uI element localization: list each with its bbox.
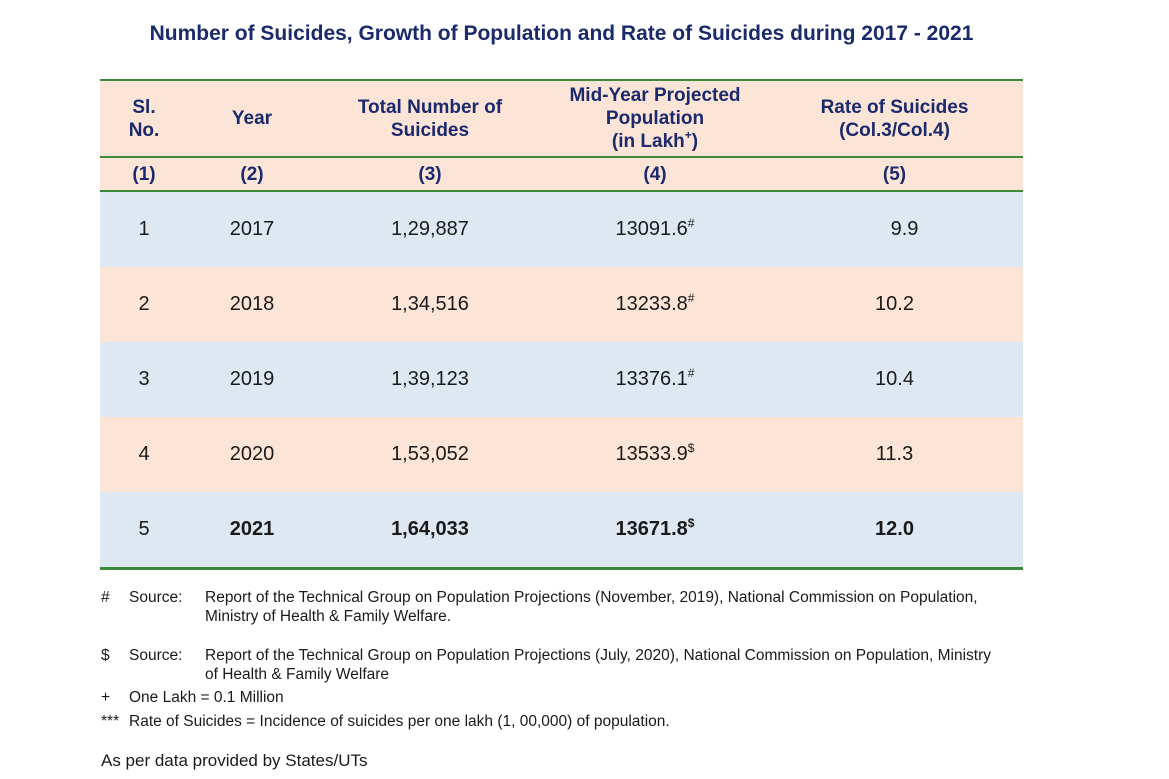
table-title: Number of Suicides, Growth of Population… [149, 22, 974, 45]
footnote-text: One Lakh = 0.1 Million [129, 689, 284, 706]
cell-sl-no: 4 [100, 417, 188, 492]
footnote: # Source: Report of the Technical Group … [101, 588, 1001, 626]
cell-suicides: 1,39,123 [316, 342, 544, 417]
cell-population: 13671.8$ [544, 492, 766, 570]
footnote-text: Rate of Suicides = Incidence of suicides… [129, 713, 670, 730]
cell-rate: 9.9 [766, 191, 1023, 267]
footnote-label: Source: [129, 647, 183, 664]
header-rate-line2: (Col.3/Col.4) [839, 119, 950, 141]
column-number: (4) [544, 157, 766, 192]
header-rate: Rate of Suicides (Col.3/Col.4) [766, 79, 1023, 158]
cell-sl-no: 1 [100, 191, 188, 267]
cell-sl-no: 3 [100, 342, 188, 417]
table-row: 2 2018 1,34,516 13233.8# 10.2 [100, 267, 1023, 342]
footnotes: # Source: Report of the Technical Group … [101, 588, 1001, 731]
header-year: Year [188, 79, 316, 158]
footnote-symbol: + [101, 689, 111, 706]
cell-sl-no: 5 [100, 492, 188, 570]
cell-year: 2017 [188, 191, 316, 267]
footnote-text: Report of the Technical Group on Populat… [205, 589, 978, 625]
header-sl-no: Sl. No. [100, 79, 188, 158]
cell-year: 2019 [188, 342, 316, 417]
footnote-symbol: # [101, 589, 110, 606]
cell-suicides: 1,29,887 [316, 191, 544, 267]
cell-year: 2021 [188, 492, 316, 570]
cell-rate: 10.4 [766, 342, 1023, 417]
header-population-line1: Mid-Year Projected [569, 85, 741, 106]
footnote: $ Source: Report of the Technical Group … [101, 646, 1001, 684]
footnote: + One Lakh = 0.1 Million [101, 688, 1001, 707]
footnote-symbol: $ [101, 647, 110, 664]
cell-population: 13091.6# [544, 191, 766, 267]
column-number: (3) [316, 157, 544, 192]
suicides-table: Sl. No. Year Total Number of Suicides Mi… [100, 79, 1023, 570]
table-row: 5 2021 1,64,033 13671.8$ 12.0 [100, 492, 1023, 570]
cell-suicides: 1,53,052 [316, 417, 544, 492]
column-number: (2) [188, 157, 316, 192]
column-number: (5) [766, 157, 1023, 192]
footnote-label: Source: [129, 589, 183, 606]
cell-suicides: 1,64,033 [316, 492, 544, 570]
table-row: 1 2017 1,29,887 13091.6# 9.9 [100, 191, 1023, 267]
header-row: Sl. No. Year Total Number of Suicides Mi… [100, 79, 1023, 158]
table-row: 3 2019 1,39,123 13376.1# 10.4 [100, 342, 1023, 417]
header-total-suicides: Total Number of Suicides [316, 79, 544, 158]
footnote-text: Report of the Technical Group on Populat… [205, 647, 992, 683]
header-population-line3: (in Lakh+) [611, 128, 699, 152]
column-number-row: (1) (2) (3) (4) (5) [100, 157, 1023, 192]
header-rate-line1: Rate of Suicides [820, 96, 969, 118]
cell-rate: 12.0 [766, 492, 1023, 570]
cell-population: 13533.9$ [544, 417, 766, 492]
data-source-note: As per data provided by States/UTs [101, 751, 368, 770]
cell-suicides: 1,34,516 [316, 267, 544, 342]
cell-sl-no: 2 [100, 267, 188, 342]
table-row: 4 2020 1,53,052 13533.9$ 11.3 [100, 417, 1023, 492]
cell-year: 2020 [188, 417, 316, 492]
footnote: *** Rate of Suicides = Incidence of suic… [101, 712, 1001, 731]
cell-population: 13233.8# [544, 267, 766, 342]
column-number: (1) [100, 157, 188, 192]
cell-rate: 10.2 [766, 267, 1023, 342]
header-population-line2: Population [605, 108, 705, 129]
cell-rate: 11.3 [766, 417, 1023, 492]
footnote-symbol: *** [101, 713, 120, 730]
cell-population: 13376.1# [544, 342, 766, 417]
cell-year: 2018 [188, 267, 316, 342]
header-population: Mid-Year Projected Population (in Lakh+) [544, 79, 766, 158]
